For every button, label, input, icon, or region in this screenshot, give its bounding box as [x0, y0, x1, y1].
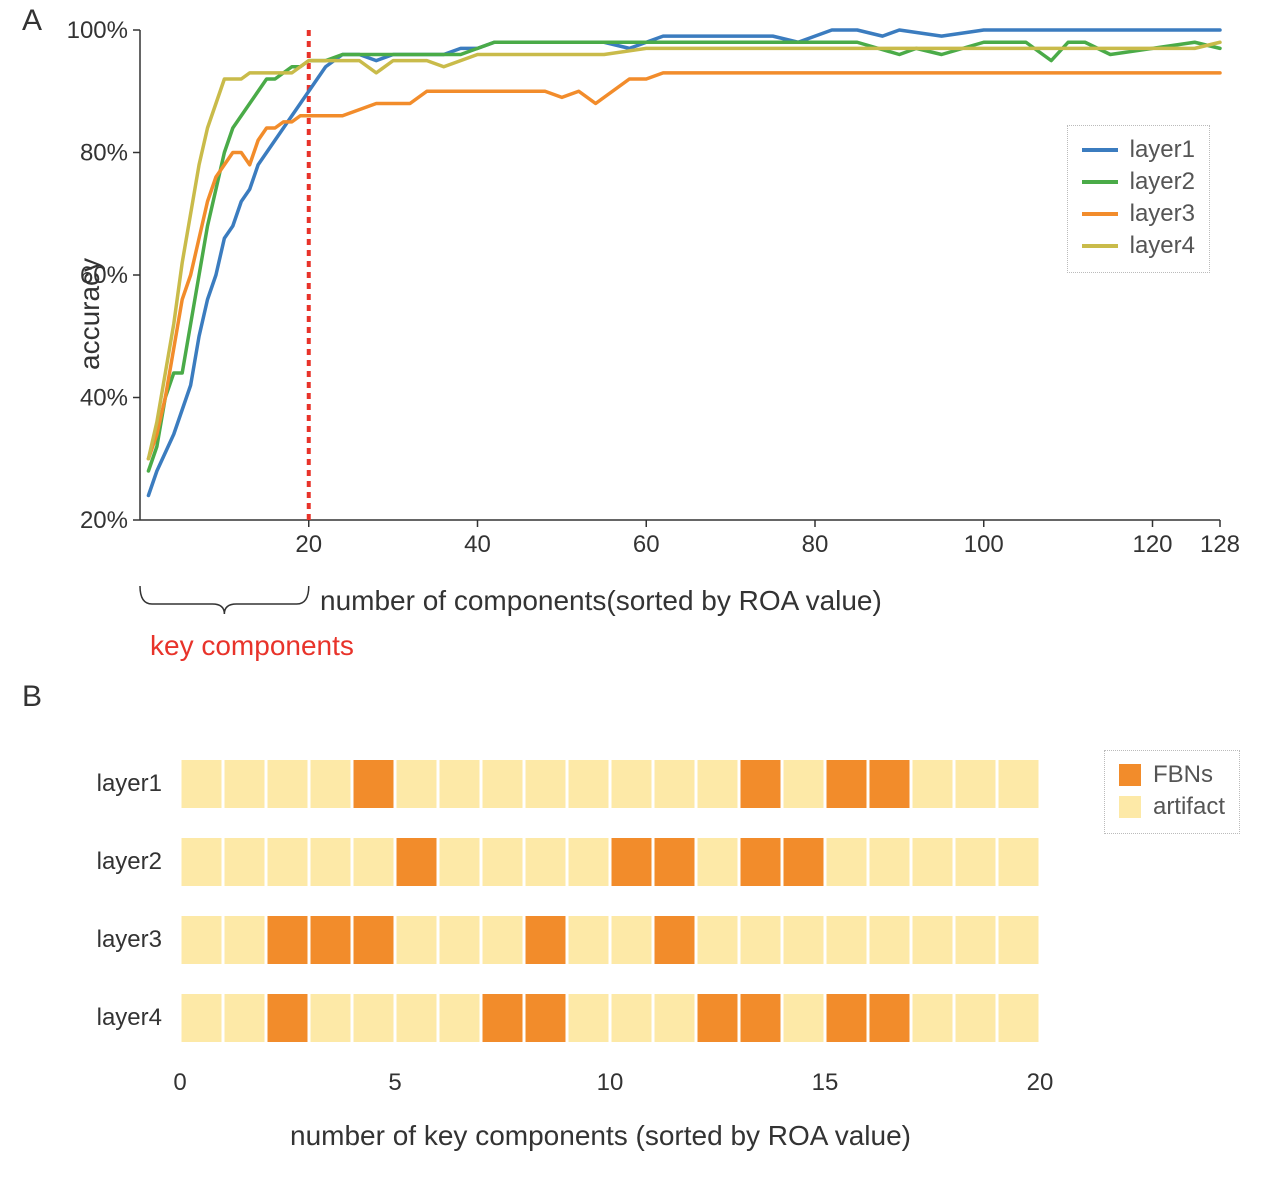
key-components-annotation: key components [150, 630, 354, 662]
panel-a-xlabel: number of components(sorted by ROA value… [320, 585, 882, 617]
svg-text:15: 15 [812, 1069, 839, 1096]
legend-label: layer3 [1130, 200, 1195, 228]
svg-text:20%: 20% [80, 507, 128, 534]
panel-a: accuracy 20%40%60%80%100%204060801001201… [60, 10, 1240, 650]
panel-b-label: B [22, 680, 42, 714]
legend-swatch [1119, 796, 1141, 818]
legend-item: artifact [1119, 793, 1225, 821]
svg-text:100%: 100% [67, 20, 128, 44]
legend-item: layer3 [1082, 200, 1195, 228]
legend-item: layer1 [1082, 136, 1195, 164]
legend-swatch [1082, 212, 1118, 216]
svg-text:10: 10 [597, 1069, 624, 1096]
legend-label: layer2 [1130, 168, 1195, 196]
svg-text:20: 20 [295, 531, 322, 558]
svg-text:60%: 60% [80, 262, 128, 289]
svg-text:60: 60 [633, 531, 660, 558]
svg-text:80: 80 [802, 531, 829, 558]
svg-text:100: 100 [964, 531, 1004, 558]
panel-a-label: A [22, 4, 42, 38]
legend-swatch [1082, 244, 1118, 248]
legend-item: layer2 [1082, 168, 1195, 196]
legend-label: layer4 [1130, 232, 1195, 260]
legend-item: layer4 [1082, 232, 1195, 260]
panel-a-line-chart: 20% 40% 60% 80% 100% 20 40 60 80 100 120 128 [60, 20, 1240, 580]
svg-text:40: 40 [464, 531, 491, 558]
svg-text:5: 5 [388, 1069, 401, 1096]
panel-b-heatmap: 0 5 10 15 20 [60, 720, 1240, 1140]
key-components-bracket [120, 580, 340, 630]
svg-text:0: 0 [173, 1069, 186, 1096]
legend-swatch [1082, 148, 1118, 152]
svg-text:20: 20 [1027, 1069, 1054, 1096]
svg-text:120: 120 [1132, 531, 1172, 558]
svg-text:128: 128 [1200, 531, 1240, 558]
legend-label: FBNs [1153, 761, 1213, 789]
panel-a-legend: layer1 layer2 layer3 layer4 [1067, 125, 1210, 273]
legend-swatch [1119, 764, 1141, 786]
figure-page: A accuracy 20%40%60%80%100%2040608010012… [0, 0, 1267, 1197]
svg-text:40%: 40% [80, 385, 128, 412]
panel-b-xlabel: number of key components (sorted by ROA … [290, 1120, 911, 1152]
legend-item: FBNs [1119, 761, 1225, 789]
legend-label: layer1 [1130, 136, 1195, 164]
legend-swatch [1082, 180, 1118, 184]
legend-label: artifact [1153, 793, 1225, 821]
svg-text:80%: 80% [80, 140, 128, 167]
panel-b: layer1layer2layer3layer4 05101520 number… [60, 720, 1240, 1190]
panel-b-legend: FBNs artifact [1104, 750, 1240, 834]
